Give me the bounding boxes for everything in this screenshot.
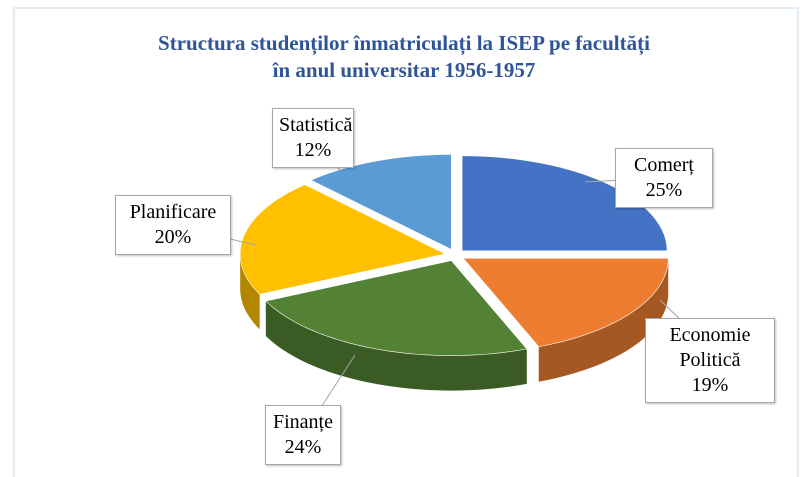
label-category: Comerț [634,154,694,176]
pie-slice-side [538,258,669,382]
chart-title: Structura studenților înmatriculați la I… [158,31,650,82]
pie-sides [240,253,669,391]
label-value: 25% [645,179,683,201]
pie-slice [239,184,447,295]
data-label: Comerț 25% [615,148,713,208]
pie-slice [265,260,528,356]
label-category: Statistică [279,114,353,136]
label-value: 20% [154,226,192,248]
label-value: 12% [294,139,332,161]
chart-frame [13,7,799,477]
label-value: 24% [284,436,322,458]
label-category: Finanțe [273,411,333,433]
label-category: Planificare [129,201,217,223]
data-label: Statistică 12% [272,108,354,168]
data-label: Economie Politică 19% [645,318,775,403]
pie-slice [310,154,452,250]
label-category: Economie Politică [669,324,751,371]
pie-slice-side [240,253,260,330]
data-label: Planificare 20% [115,195,231,255]
pie-tops [239,154,669,356]
pie-slice [461,155,668,252]
label-value: 19% [691,374,729,396]
pie-slice-side [265,301,527,391]
data-label: Finanțe 24% [265,405,341,465]
pie-slice [462,258,669,348]
